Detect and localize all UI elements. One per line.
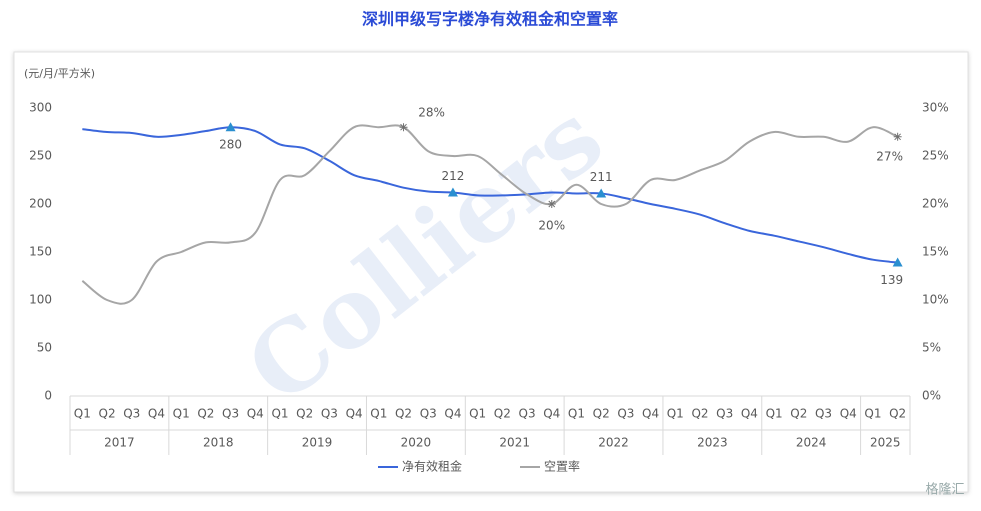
x-group-label: 2020 bbox=[401, 436, 432, 450]
x-tick-label: Q1 bbox=[173, 407, 190, 421]
y2-tick-label: 0% bbox=[922, 389, 941, 403]
x-tick-label: Q3 bbox=[123, 407, 140, 421]
x-tick-label: Q2 bbox=[889, 407, 906, 421]
point-marker bbox=[447, 187, 458, 197]
legend-label: 空置率 bbox=[544, 459, 580, 474]
x-tick-label: Q1 bbox=[370, 407, 387, 421]
data-label: 20% bbox=[538, 219, 565, 233]
y2-tick-label: 15% bbox=[922, 245, 949, 259]
x-group-label: 2021 bbox=[499, 436, 530, 450]
x-tick-label: Q2 bbox=[296, 407, 313, 421]
x-tick-label: Q1 bbox=[864, 407, 881, 421]
y2-tick-label: 20% bbox=[922, 197, 949, 211]
point-marker bbox=[892, 257, 903, 267]
series-line bbox=[82, 126, 898, 264]
point-marker bbox=[399, 123, 408, 132]
x-tick-label: Q3 bbox=[815, 407, 832, 421]
data-label: 27% bbox=[876, 149, 903, 163]
data-label: 28% bbox=[418, 106, 445, 120]
x-tick-label: Q3 bbox=[617, 407, 634, 421]
x-tick-label: Q1 bbox=[271, 407, 288, 421]
x-tick-label: Q4 bbox=[840, 407, 857, 421]
y-tick-label: 200 bbox=[29, 197, 52, 211]
x-tick-label: Q2 bbox=[99, 407, 116, 421]
x-tick-label: Q4 bbox=[543, 407, 560, 421]
y2-tick-label: 25% bbox=[922, 149, 949, 163]
y-unit-label: (元/月/平方米) bbox=[24, 66, 95, 80]
point-marker bbox=[225, 122, 236, 132]
data-label: 211 bbox=[590, 170, 613, 184]
x-tick-label: Q1 bbox=[766, 407, 783, 421]
data-label: 280 bbox=[219, 138, 242, 152]
y-tick-label: 50 bbox=[37, 341, 52, 355]
x-tick-label: Q3 bbox=[321, 407, 338, 421]
x-tick-label: Q4 bbox=[741, 407, 758, 421]
x-group-label: 2017 bbox=[104, 436, 135, 450]
x-tick-label: Q4 bbox=[346, 407, 363, 421]
y-tick-label: 150 bbox=[29, 245, 52, 259]
legend-label: 净有效租金 bbox=[402, 459, 462, 474]
x-group-label: 2019 bbox=[302, 436, 333, 450]
x-tick-label: Q2 bbox=[790, 407, 807, 421]
y2-tick-label: 5% bbox=[922, 341, 941, 355]
series-line bbox=[81, 124, 899, 305]
x-group-label: 2025 bbox=[870, 436, 901, 450]
y-tick-label: 250 bbox=[29, 149, 52, 163]
x-tick-label: Q2 bbox=[691, 407, 708, 421]
x-tick-label: Q1 bbox=[469, 407, 486, 421]
y-tick-label: 100 bbox=[29, 293, 52, 307]
x-tick-label: Q2 bbox=[395, 407, 412, 421]
chart-frame bbox=[13, 51, 969, 493]
y-tick-label: 0 bbox=[44, 389, 52, 403]
x-tick-label: Q2 bbox=[593, 407, 610, 421]
x-group-label: 2022 bbox=[598, 436, 629, 450]
point-marker bbox=[893, 132, 902, 141]
y-tick-label: 300 bbox=[29, 101, 52, 115]
x-tick-label: Q3 bbox=[519, 407, 536, 421]
x-tick-label: Q3 bbox=[420, 407, 437, 421]
source-logo: 格隆汇 bbox=[925, 482, 964, 498]
x-tick-label: Q3 bbox=[222, 407, 239, 421]
x-group-label: 2023 bbox=[697, 436, 728, 450]
x-group-label: 2018 bbox=[203, 436, 234, 450]
point-marker bbox=[596, 188, 607, 198]
data-label: 139 bbox=[880, 273, 903, 287]
x-tick-label: Q4 bbox=[148, 407, 165, 421]
x-tick-label: Q1 bbox=[74, 407, 91, 421]
data-label: 212 bbox=[441, 169, 464, 183]
x-group-label: 2024 bbox=[796, 436, 827, 450]
x-tick-label: Q2 bbox=[197, 407, 214, 421]
point-marker bbox=[547, 200, 556, 208]
y2-tick-label: 30% bbox=[922, 101, 949, 115]
x-tick-label: Q4 bbox=[444, 407, 461, 421]
x-tick-label: Q2 bbox=[494, 407, 511, 421]
x-tick-label: Q4 bbox=[247, 407, 264, 421]
chart-title: 深圳甲级写字楼净有效租金和空置率 bbox=[362, 10, 618, 29]
x-tick-label: Q1 bbox=[568, 407, 585, 421]
x-tick-label: Q4 bbox=[642, 407, 659, 421]
x-tick-label: Q3 bbox=[716, 407, 733, 421]
x-tick-label: Q1 bbox=[667, 407, 684, 421]
y2-tick-label: 10% bbox=[922, 293, 949, 307]
